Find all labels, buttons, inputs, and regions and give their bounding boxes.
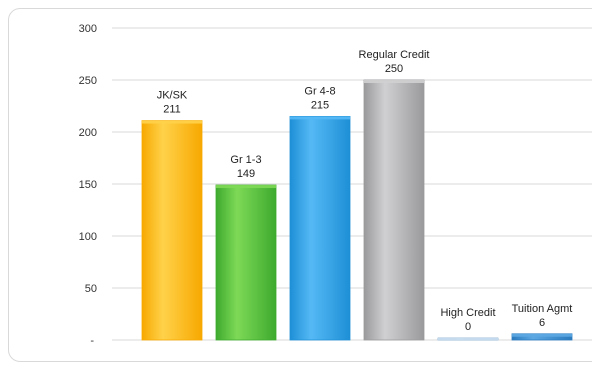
category-label: Regular Credit	[359, 49, 430, 61]
category-label: JK/SK	[157, 90, 188, 102]
bar-gr-4-8	[289, 116, 351, 341]
y-tick-label: 100	[79, 231, 97, 243]
bar-gr-1-3	[215, 184, 277, 341]
bar-regular-credit	[363, 79, 425, 341]
value-label: 250	[385, 63, 403, 75]
data-labels: JK/SK 211 Gr 1-3 149 Gr 4-8 215 Regular Credit…	[157, 49, 573, 333]
value-label: 0	[465, 321, 471, 333]
category-label: High Credit	[440, 307, 495, 319]
y-axis: 300 250 200 150 100 50 -	[79, 23, 97, 347]
bar-cap	[512, 333, 572, 337]
y-tick-label: 150	[79, 179, 97, 191]
y-tick-label: 50	[85, 283, 97, 295]
y-tick-label: 200	[79, 127, 97, 139]
bar-cap	[142, 120, 202, 124]
value-label: 211	[163, 104, 181, 116]
bar-cap	[364, 80, 424, 83]
bar-cap	[290, 116, 350, 120]
value-label: 215	[311, 99, 329, 111]
bar-jk-sk	[141, 120, 203, 341]
y-tick-label: 300	[79, 23, 97, 35]
y-tick-label: 250	[79, 75, 97, 87]
y-tick-label: -	[90, 335, 94, 347]
category-label: Gr 1-3	[230, 154, 261, 166]
category-label: Gr 4-8	[304, 85, 335, 97]
category-label: Tuition Agmt	[512, 303, 573, 315]
bar-cap	[438, 338, 498, 340]
bars	[141, 79, 573, 341]
value-label: 149	[237, 168, 255, 180]
bar-cap	[216, 185, 276, 189]
value-label: 6	[539, 317, 545, 329]
